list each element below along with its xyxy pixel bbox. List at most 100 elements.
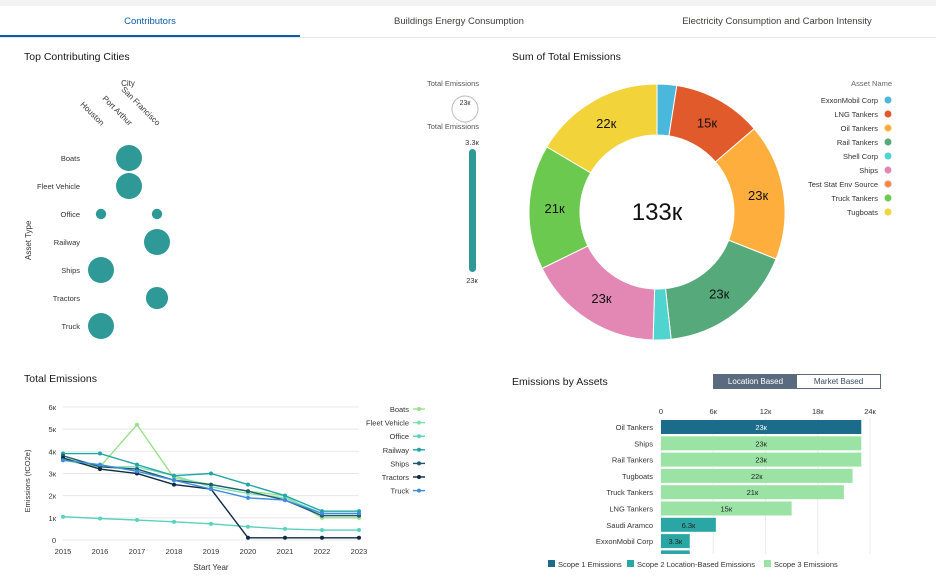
donut-legend-label: Tugboats (847, 208, 878, 217)
line-data-point[interactable] (135, 518, 139, 523)
donut-legend-swatch (884, 124, 892, 132)
tab-electricity-carbon[interactable]: Electricity Consumption and Carbon Inten… (682, 16, 872, 27)
bar-rect[interactable] (661, 436, 862, 451)
bar-value-label: 6.3к (682, 521, 696, 530)
donut-legend-swatch (884, 152, 892, 160)
line-data-point[interactable] (172, 482, 176, 487)
tab-contributors[interactable]: Contributors (0, 6, 300, 37)
donut-legend-swatch (884, 138, 892, 146)
line-y-tick-label: 5к (49, 425, 57, 434)
line-data-point[interactable] (246, 535, 250, 540)
donut-slice-label: 23к (591, 291, 611, 306)
line-data-point[interactable] (357, 535, 361, 540)
donut-slice-label: 23к (748, 188, 768, 203)
line-data-point[interactable] (172, 473, 176, 478)
line-series-path[interactable] (62, 423, 359, 519)
line-data-point[interactable] (246, 524, 250, 529)
line-data-point[interactable] (98, 516, 102, 521)
location-market-toggle: Location Based Market Based (713, 374, 881, 389)
line-legend-label: Fleet Vehicle (366, 419, 409, 428)
line-data-point[interactable] (209, 471, 213, 476)
line-data-point[interactable] (172, 519, 176, 524)
market-based-button[interactable]: Market Based (797, 375, 880, 388)
bubble-legend-title-2: Total Emissions (427, 122, 479, 131)
bar-category-label: Oil Tankers (616, 423, 654, 432)
line-x-tick-label: 2022 (314, 547, 331, 556)
line-data-point[interactable] (209, 521, 213, 526)
bar-rect[interactable] (661, 452, 862, 467)
bubble-point[interactable] (88, 313, 114, 339)
line-legend-marker (417, 447, 421, 452)
line-x-tick-label: 2019 (203, 547, 220, 556)
line-legend-label: Office (390, 432, 409, 441)
bar-legend-label: Scope 1 Emissions (558, 560, 622, 569)
line-data-point[interactable] (135, 422, 139, 427)
bar-rect[interactable] (661, 468, 853, 483)
line-data-point[interactable] (61, 458, 65, 463)
line-data-point[interactable] (246, 489, 250, 494)
line-data-point[interactable] (283, 493, 287, 498)
line-data-point[interactable] (209, 487, 213, 492)
line-data-point[interactable] (135, 462, 139, 467)
line-data-point[interactable] (98, 451, 102, 456)
bar-rect[interactable] (661, 420, 862, 434)
bar-legend-label: Scope 2 Location-Based Emissions (637, 560, 755, 569)
donut-legend-title: Asset Name (851, 79, 892, 88)
line-x-tick-label: 2018 (166, 547, 183, 556)
line-data-point[interactable] (246, 495, 250, 500)
bubble-legend-max: 3.3к (465, 138, 479, 147)
bubble-legend-circle (451, 95, 479, 123)
line-x-tick-label: 2020 (240, 547, 257, 556)
line-data-point[interactable] (320, 528, 324, 533)
donut-legend-label: Rail Tankers (837, 138, 878, 147)
bubble-point[interactable] (145, 286, 169, 310)
donut-center-total: 133к (632, 199, 683, 226)
bubble-point[interactable] (116, 145, 142, 171)
line-data-point[interactable] (98, 462, 102, 467)
bar-rect[interactable] (661, 485, 844, 500)
line-legend-label: Boats (390, 405, 409, 414)
bar-rect[interactable] (661, 501, 792, 516)
line-y-tick-label: 2к (49, 492, 57, 501)
bubble-point[interactable] (151, 208, 163, 220)
bubble-point[interactable] (144, 229, 170, 255)
bar-value-label: 15к (721, 505, 733, 514)
line-data-point[interactable] (98, 467, 102, 472)
bubble-point[interactable] (95, 208, 107, 220)
line-data-point[interactable] (246, 482, 250, 487)
tab-buildings-energy[interactable]: Buildings Energy Consumption (394, 16, 524, 27)
line-series-path[interactable] (63, 452, 359, 512)
line-data-point[interactable] (357, 511, 361, 516)
line-y-tick-label: 4к (49, 447, 57, 456)
bubble-y-tick-label: Boats (61, 154, 80, 163)
line-data-point[interactable] (320, 511, 324, 516)
bar-value-label: 23к (755, 456, 767, 465)
line-data-point[interactable] (283, 526, 287, 531)
line-data-point[interactable] (357, 528, 361, 533)
assets-panel-title: Emissions by Assets (512, 376, 608, 388)
bar-rect[interactable] (661, 550, 690, 554)
donut-slice-label: 22к (596, 116, 616, 131)
bubble-legend-min: 23к (466, 276, 478, 285)
bubble-point[interactable] (116, 173, 142, 199)
bubble-point[interactable] (88, 257, 114, 283)
line-data-point[interactable] (61, 514, 65, 519)
cities-panel-title: Top Contributing Cities (24, 51, 130, 63)
bar-value-label: 23к (755, 439, 767, 448)
bar-rect[interactable] (661, 534, 690, 549)
line-data-point[interactable] (283, 535, 287, 540)
line-data-point[interactable] (320, 535, 324, 540)
line-data-point[interactable] (172, 478, 176, 483)
line-panel-title: Total Emissions (24, 373, 97, 385)
emissions-donut-chart: 15к 23к 23к 23к 21к 22к 133к Asset Name Exxon… (528, 79, 892, 341)
bar-rect[interactable] (661, 517, 716, 532)
donut-slice[interactable] (546, 83, 658, 174)
line-legend-label: Tractors (382, 473, 409, 482)
bubble-legend-gradient-bar (469, 149, 476, 272)
line-data-point[interactable] (209, 482, 213, 487)
bar-x-tick-label: 6к (710, 407, 718, 416)
line-data-point[interactable] (135, 469, 139, 474)
line-data-point[interactable] (283, 498, 287, 503)
bar-x-tick-label: 12к (760, 407, 772, 416)
location-based-button[interactable]: Location Based (714, 375, 797, 388)
